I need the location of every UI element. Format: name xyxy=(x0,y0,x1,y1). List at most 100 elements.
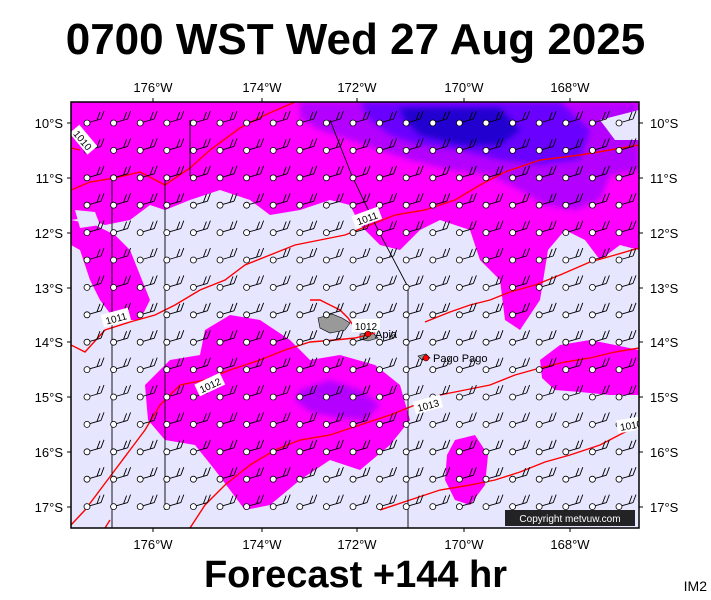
wind-barb xyxy=(136,193,158,209)
wind-barb xyxy=(376,412,398,428)
wind-barb xyxy=(589,357,610,374)
wind-barb xyxy=(163,494,185,511)
wind-barb xyxy=(349,412,371,428)
wind-barb xyxy=(402,275,424,291)
wind-barb xyxy=(110,193,132,209)
wind-barb xyxy=(402,439,424,456)
wind-barb xyxy=(322,467,344,483)
place-label-pago-pago: Pago Pago xyxy=(433,353,487,365)
wind-barb xyxy=(429,330,451,346)
wind-barb xyxy=(455,412,477,428)
wind-barb xyxy=(509,494,531,511)
wind-barb xyxy=(509,412,531,428)
wind-barb xyxy=(589,138,610,154)
wind-barb xyxy=(482,275,504,291)
wind-barb xyxy=(482,467,504,483)
wind-barb xyxy=(243,165,265,182)
wind-barb xyxy=(482,247,504,264)
lat-label: 13°S xyxy=(650,281,679,296)
wind-barb xyxy=(322,384,344,401)
lon-label: 172°W xyxy=(337,537,377,552)
wind-barb xyxy=(136,357,158,374)
wind-barb xyxy=(615,110,637,127)
wind-barb xyxy=(615,302,637,319)
wind-barb xyxy=(402,193,424,209)
wind-barb xyxy=(482,357,504,374)
lon-labels-bottom: 176°W 174°W 172°W 170°W 168°W xyxy=(133,537,590,552)
wind-barb xyxy=(402,384,424,401)
wind-barb xyxy=(376,138,398,154)
wind-barb xyxy=(83,165,105,182)
wind-barb xyxy=(455,220,477,237)
wind-barb xyxy=(562,138,584,154)
wind-barb xyxy=(243,275,265,291)
wind-barb xyxy=(163,357,185,374)
wind-barb xyxy=(455,110,477,127)
wind-barb xyxy=(83,247,105,264)
wind-barb xyxy=(482,494,504,511)
wind-barb xyxy=(509,138,531,154)
wind-barb xyxy=(243,220,265,237)
wind-barb xyxy=(163,467,185,483)
wind-barb xyxy=(269,275,291,291)
wind-barb xyxy=(136,165,158,182)
wind-barb xyxy=(163,193,185,209)
wind-barb xyxy=(136,330,158,346)
wind-barb xyxy=(322,302,344,319)
wind-barb xyxy=(216,439,238,456)
wind-barb xyxy=(402,330,424,346)
lat-labels-left: 10°S 11°S 12°S 13°S 14°S 15°S 16°S 17°S xyxy=(35,116,64,515)
wind-barb xyxy=(110,494,132,511)
wind-barb xyxy=(615,384,637,401)
lon-label: 170°W xyxy=(444,537,484,552)
wind-barb xyxy=(136,439,158,456)
wind-barb xyxy=(136,384,158,401)
wind-barb xyxy=(455,302,477,319)
wind-barb xyxy=(589,275,610,291)
wind-barb xyxy=(110,357,132,374)
lat-label: 14°S xyxy=(650,335,679,350)
lon-label: 174°W xyxy=(242,80,282,95)
wind-barb xyxy=(562,165,584,182)
wind-barb xyxy=(136,110,158,127)
wind-barb xyxy=(376,439,398,456)
wind-barb xyxy=(509,302,531,319)
wind-barb xyxy=(535,439,557,456)
wind-barb xyxy=(376,384,398,401)
wind-barb xyxy=(535,220,557,237)
wind-barb xyxy=(589,467,610,483)
wind-barb xyxy=(509,193,531,209)
wind-barb xyxy=(376,275,398,291)
wind-barb xyxy=(429,467,451,483)
wind-barb xyxy=(429,357,451,374)
wind-barb xyxy=(562,494,584,511)
wind-barb xyxy=(615,193,637,209)
wind-barb xyxy=(429,193,451,209)
wind-barb xyxy=(615,165,637,182)
wind-barb xyxy=(429,275,451,291)
wind-barb xyxy=(296,110,318,127)
wind-barb xyxy=(455,330,477,346)
wind-barb xyxy=(562,110,584,127)
wind-barb xyxy=(562,302,584,319)
wind-barb xyxy=(376,220,398,237)
wind-barb xyxy=(322,357,344,374)
wind-barb xyxy=(296,439,318,456)
wind-barb xyxy=(429,412,451,428)
apia-marker xyxy=(364,330,372,338)
wind-barb xyxy=(322,494,344,511)
wind-barb xyxy=(83,384,105,401)
wind-barb xyxy=(269,357,291,374)
wind-barb xyxy=(455,275,477,291)
wind-barb xyxy=(562,330,584,346)
map-frame xyxy=(70,101,640,529)
wind-barb xyxy=(163,165,185,182)
wind-barb xyxy=(163,384,185,401)
lat-label: 12°S xyxy=(35,226,64,241)
wind-barb xyxy=(189,247,211,264)
wind-barb xyxy=(429,247,451,264)
wind-barb xyxy=(482,220,504,237)
wind-barb xyxy=(136,275,158,291)
wind-barb xyxy=(349,467,371,483)
